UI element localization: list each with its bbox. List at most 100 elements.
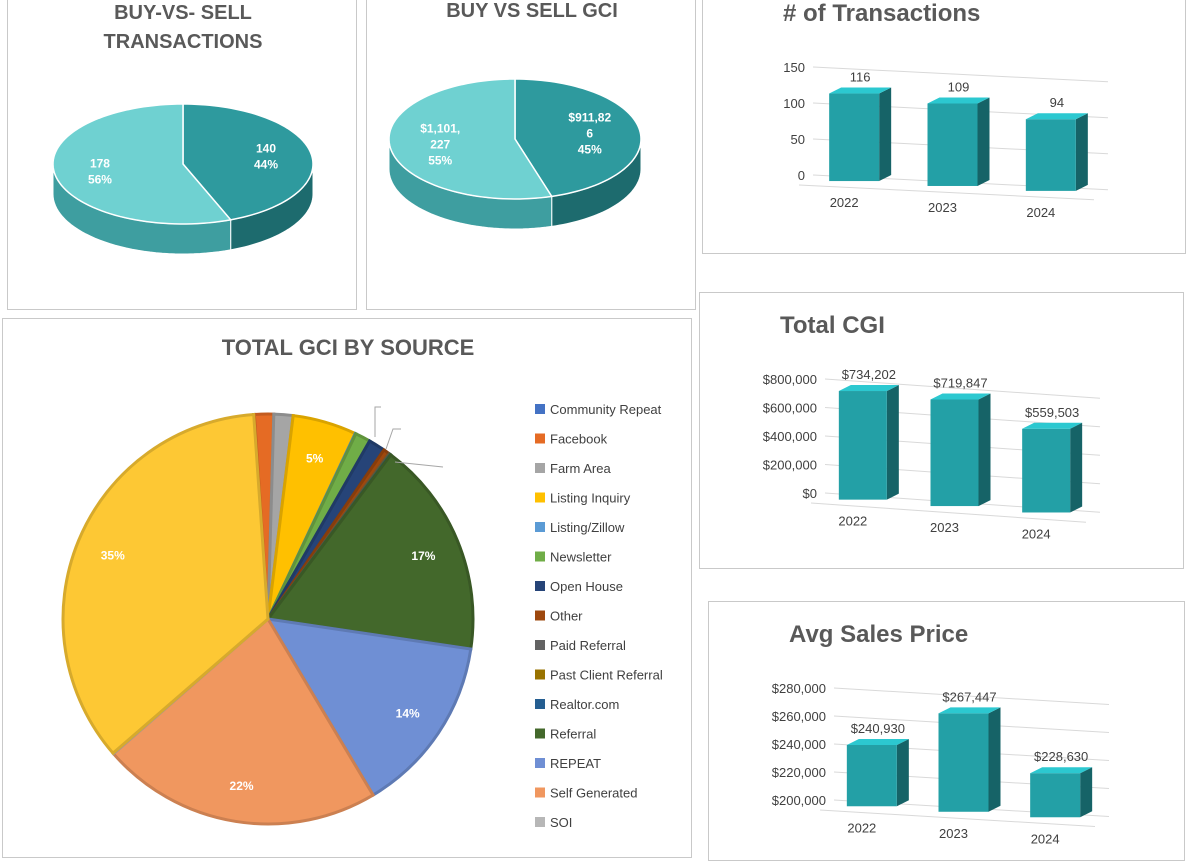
gridline <box>824 378 1101 399</box>
leader-line <box>394 461 444 468</box>
total-cgi-chart: Total CGI $0 $200,000 $400,000 $600,000 $800,… <box>763 312 1101 541</box>
chart-title: TOTAL GCI BY SOURCE <box>222 335 475 360</box>
chart-title: BUY VS SELL GCI <box>446 0 618 22</box>
legend-label: Self Generated <box>550 786 637 801</box>
bar-value-label: 109 <box>948 79 970 94</box>
bar-top <box>846 738 909 745</box>
bar-side <box>886 385 899 500</box>
pie-slice <box>388 78 553 200</box>
leader-line <box>385 428 401 450</box>
legend-label: Listing Inquiry <box>550 491 631 506</box>
bar <box>930 399 979 507</box>
y-tick-label: 50 <box>791 132 805 147</box>
x-tick-label: 2022 <box>847 820 876 835</box>
bar-value-label: $228,630 <box>1034 749 1088 764</box>
legend-label: REPEAT <box>550 756 601 771</box>
legend-swatch <box>535 581 545 591</box>
percent-label: 55% <box>428 153 452 167</box>
floor-edge <box>810 502 1087 523</box>
y-tick-label: $220,000 <box>772 765 826 780</box>
pie-slice <box>514 78 642 198</box>
pie-slice <box>111 616 376 826</box>
y-tick-label: $240,000 <box>772 737 826 752</box>
legend-swatch <box>535 699 545 709</box>
value-label: 6 <box>586 127 593 141</box>
legend-label: Listing/Zillow <box>550 520 625 535</box>
chart-title: TRANSACTIONS <box>104 31 263 53</box>
value-label: 178 <box>90 156 110 170</box>
num-transactions-chart: # of Transactions 0 50 100 150 116 2022 109 2023… <box>783 0 1109 220</box>
legend-label: Referral <box>550 727 596 742</box>
y-tick-label: $200,000 <box>772 793 826 808</box>
floor-edge <box>819 809 1096 827</box>
bar-side <box>1080 767 1093 818</box>
bar-top <box>927 97 990 104</box>
legend-swatch <box>535 640 545 650</box>
x-tick-label: 2022 <box>838 514 867 529</box>
floor-edge <box>798 184 1095 201</box>
bar <box>1030 773 1081 818</box>
avg-sales-price-panel: Avg Sales Price $200,000 $220,000 $240,000 $… <box>708 601 1185 861</box>
gridline <box>812 66 1109 83</box>
y-tick-label: $200,000 <box>763 458 817 473</box>
y-tick-label: $800,000 <box>763 372 817 387</box>
y-tick-label: $600,000 <box>763 401 817 416</box>
bar-side <box>896 738 909 807</box>
bar-value-label: $719,847 <box>933 375 987 390</box>
bar-side <box>978 393 991 507</box>
bar-top <box>930 393 991 400</box>
total-cgi-panel: Total CGI $0 $200,000 $400,000 $600,000 $800,… <box>699 292 1184 569</box>
legend-label: Past Client Referral <box>550 668 663 683</box>
bar <box>1022 428 1071 513</box>
bar-top <box>938 707 1001 714</box>
legend-swatch <box>535 404 545 414</box>
bar <box>1025 119 1076 191</box>
legend-label: Community Repeat <box>550 402 662 417</box>
y-tick-label: $400,000 <box>763 429 817 444</box>
bar-side <box>977 97 990 186</box>
bar <box>838 391 887 500</box>
value-label: $911,82 <box>568 111 611 125</box>
num-transactions-panel: # of Transactions 0 50 100 150 116 2022 109 2023… <box>702 0 1186 254</box>
percent-label: 44% <box>254 158 278 172</box>
percent-label: 22% <box>230 779 254 793</box>
bar-value-label: $734,202 <box>842 367 896 382</box>
bar <box>829 93 880 182</box>
bar <box>938 713 989 812</box>
y-tick-label: 150 <box>783 60 805 75</box>
chart-title: Total CGI <box>780 312 885 339</box>
legend-label: Facebook <box>550 432 608 447</box>
leader-line <box>374 406 381 437</box>
bar-value-label: $559,503 <box>1025 405 1079 420</box>
bar-top <box>829 87 892 94</box>
bar-side <box>988 707 1001 812</box>
gci-by-source-panel: TOTAL GCI BY SOURCE 5% 17% 14% 22% 35% Communi… <box>2 318 692 858</box>
y-tick-label: 0 <box>798 168 805 183</box>
buy-sell-gci-chart: BUY VS SELL GCI $911,82 6 45% $1,101, 227 55% <box>388 0 642 230</box>
chart-title: BUY-VS- SELL <box>114 2 252 24</box>
bar-top <box>838 385 899 392</box>
legend-label: SOI <box>550 815 572 830</box>
bar-top <box>1025 113 1088 120</box>
bar <box>927 103 978 186</box>
percent-label: 5% <box>306 452 324 466</box>
bar-side <box>1070 422 1083 513</box>
legend-swatch <box>535 610 545 621</box>
pie-slice <box>265 452 475 651</box>
x-tick-label: 2022 <box>830 195 859 210</box>
y-tick-label: $260,000 <box>772 709 826 724</box>
legend-swatch <box>535 758 545 768</box>
percent-label: 45% <box>578 143 602 157</box>
y-tick-label: 100 <box>783 96 805 111</box>
pie-slice <box>182 103 314 221</box>
chart-title: # of Transactions <box>783 0 980 27</box>
x-tick-label: 2024 <box>1022 526 1051 541</box>
legend-swatch <box>535 463 545 473</box>
bar-top <box>1022 422 1083 429</box>
legend-label: Farm Area <box>550 461 611 476</box>
legend-swatch <box>535 492 545 503</box>
legend-label: Open House <box>550 579 623 594</box>
gci-by-source-chart: TOTAL GCI BY SOURCE 5% 17% 14% 22% 35% Communi… <box>61 335 663 830</box>
value-label: $1,101, <box>420 121 460 135</box>
y-tick-label: $0 <box>803 486 817 501</box>
